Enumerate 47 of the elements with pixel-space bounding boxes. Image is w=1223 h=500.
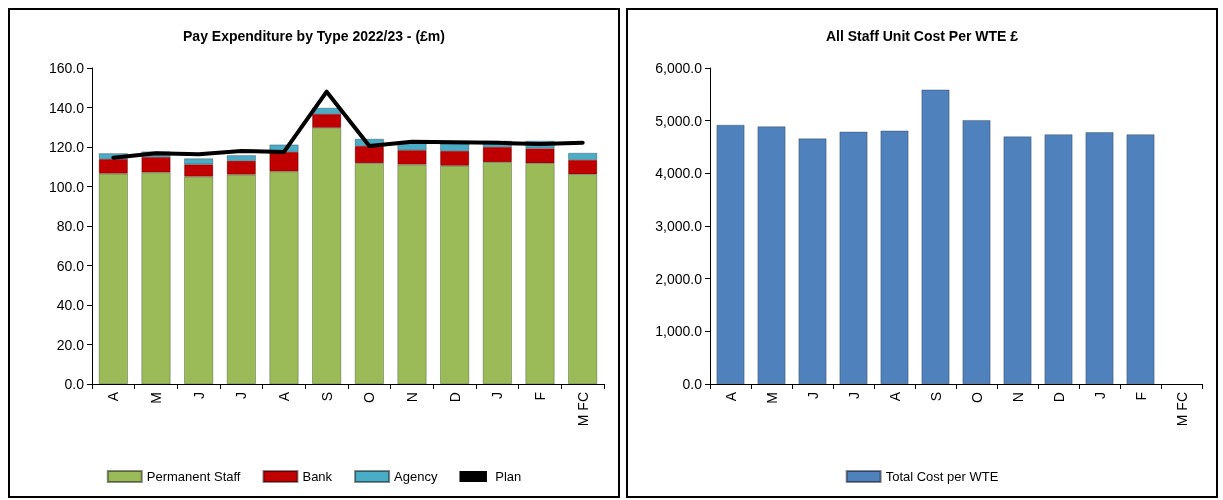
x-tick-label: A [886,391,903,402]
chart-title: All Staff Unit Cost Per WTE £ [825,28,1019,44]
x-tick-label: J [489,392,506,399]
y-tick-label: 80.0 [56,218,85,234]
x-tick-label: N [404,392,420,403]
x-tick-label: N [1009,392,1026,403]
y-tick-label: 6,000.0 [655,60,703,76]
y-tick-label: 0.0 [64,376,85,392]
legend-label: Bank [302,469,333,484]
y-tick-label: 4,000.0 [655,165,703,182]
x-tick-label: O [361,391,378,403]
y-tick-label: 1,000.0 [655,323,703,340]
x-tick-label: J [845,392,862,399]
y-tick-label: 3,000.0 [655,218,703,234]
x-tick-label: J [804,392,821,399]
y-tick-label: 140.0 [48,99,85,116]
legend-label: Permanent Staff [146,469,241,484]
x-tick-label: M [763,392,780,404]
x-tick-label: M FC [1173,392,1190,427]
chart-title: Pay Expenditure by Type 2022/23 - (£m) [183,28,445,44]
legend-label: Total Cost per WTE [885,469,999,484]
x-tick-label: S [927,392,944,402]
x-tick-label: M FC [574,392,591,427]
x-tick-label: A [276,391,292,402]
x-tick-label: J [1091,392,1108,399]
x-tick-label: D [446,392,463,403]
x-tick-label: F [532,392,548,401]
x-tick-label: A [105,391,122,402]
x-tick-label: D [1050,392,1067,403]
x-tick-label: S [318,392,335,402]
x-tick-label: J [190,392,207,399]
y-tick-label: 2,000.0 [655,270,703,287]
y-tick-label: 20.0 [56,336,85,353]
y-tick-label: 60.0 [56,257,85,274]
legend-label: Plan [495,469,522,484]
legend-label: Agency [394,469,438,484]
y-tick-label: 100.0 [48,178,85,195]
x-tick-label: M [148,392,164,404]
y-tick-label: 120.0 [48,139,85,155]
x-tick-label: A [722,391,739,402]
x-tick-label: J [233,392,250,399]
x-tick-label: F [1132,392,1149,401]
y-tick-label: 160.0 [48,60,85,76]
y-tick-label: 5,000.0 [655,112,703,129]
y-tick-label: 40.0 [56,297,85,313]
y-tick-label: 0.0 [682,376,703,392]
x-tick-label: O [968,391,985,403]
